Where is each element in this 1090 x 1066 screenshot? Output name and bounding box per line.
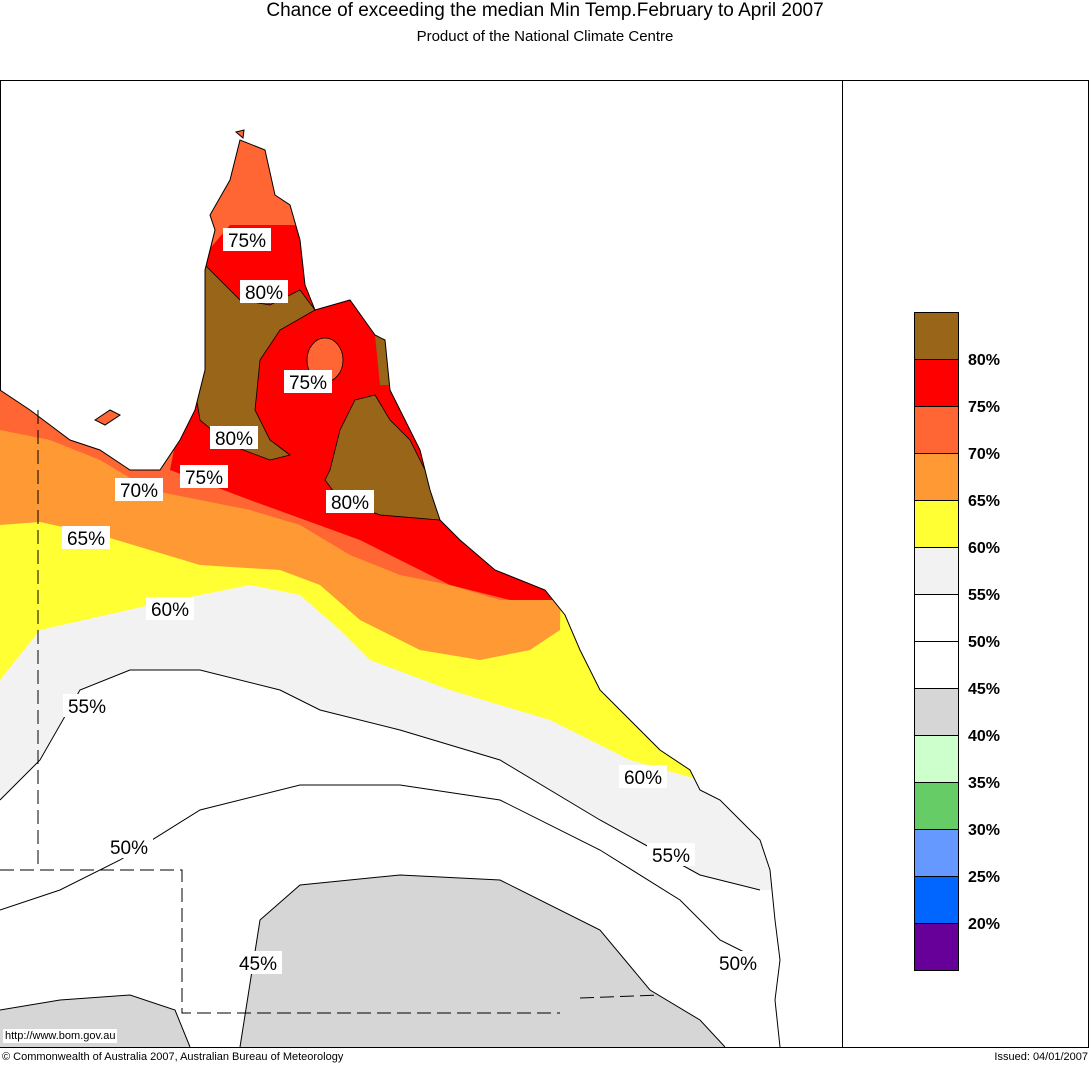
contour-label: 80% xyxy=(240,280,288,304)
contour-label: 50% xyxy=(714,951,762,975)
legend-label: 50% xyxy=(968,634,1000,651)
legend-swatch xyxy=(914,876,959,924)
contour-45 xyxy=(0,874,726,1047)
contour-label-text: 80% xyxy=(331,493,369,514)
region-80-c xyxy=(375,335,390,385)
legend-label: 75% xyxy=(968,399,1000,416)
island xyxy=(234,129,245,139)
island xyxy=(94,409,121,426)
contour-label-text: 50% xyxy=(110,838,148,859)
legend-swatch xyxy=(914,782,959,830)
legend-label: 30% xyxy=(968,822,1000,839)
contour-label: 55% xyxy=(63,694,111,718)
legend-label: 70% xyxy=(968,446,1000,463)
contour-label-text: 75% xyxy=(185,468,223,489)
legend: 80% 75% 70% 65% 60% 55% 50% 45% 40% 35% 30% 25% 20% xyxy=(914,312,1000,971)
contour-label: 75% xyxy=(284,370,332,394)
map-title: Chance of exceeding the median Min Temp.… xyxy=(266,0,824,21)
contour-label-text: 50% xyxy=(719,954,757,975)
contour-label-text: 75% xyxy=(289,373,327,394)
map-subtitle: Product of the National Climate Centre xyxy=(416,28,674,45)
contour-label: 65% xyxy=(62,526,110,550)
legend-label: 65% xyxy=(968,493,1000,510)
contour-label-text: 65% xyxy=(67,529,105,550)
legend-swatch xyxy=(914,688,959,736)
contour-label: 75% xyxy=(223,228,271,252)
contour-label: 70% xyxy=(115,478,163,502)
contour-label: 60% xyxy=(146,597,194,621)
legend-swatch xyxy=(914,735,959,783)
legend-swatch xyxy=(914,312,959,360)
legend-label: 40% xyxy=(968,728,1000,745)
contour-label: 75% xyxy=(180,465,228,489)
legend-label: 25% xyxy=(968,869,1000,886)
contour-labels: 75% 80% 75% 80% 75% 80% 70% 65% 60% 55% 50% 45% 60% 5… xyxy=(62,228,762,975)
contour-label-text: 60% xyxy=(624,768,662,789)
coastline xyxy=(0,139,781,1048)
source-url[interactable]: http://www.bom.gov.au xyxy=(3,1029,118,1043)
legend-swatch xyxy=(914,500,959,548)
contour-label-text: 55% xyxy=(68,697,106,718)
contour-label-text: 80% xyxy=(245,283,283,304)
contour-label: 45% xyxy=(234,951,282,975)
region-below-45 xyxy=(0,875,725,1047)
contour-label-text: 75% xyxy=(228,231,266,252)
legend-swatch xyxy=(914,594,959,642)
contour-label-text: 55% xyxy=(652,846,690,867)
contour-label: 55% xyxy=(647,843,695,867)
legend-swatch xyxy=(914,359,959,407)
contour-label-text: 70% xyxy=(120,481,158,502)
contour-label: 80% xyxy=(210,426,258,450)
legend-swatch xyxy=(914,453,959,501)
legend-label: 45% xyxy=(968,681,1000,698)
contour-label: 60% xyxy=(619,765,667,789)
issued-date: Issued: 04/01/2007 xyxy=(994,1051,1088,1063)
legend-label: 20% xyxy=(968,916,1000,933)
legend-swatch xyxy=(914,406,959,454)
legend-swatch xyxy=(914,923,959,971)
contour-label-text: 80% xyxy=(215,429,253,450)
contour-label: 80% xyxy=(326,490,374,514)
copyright-text: © Commonwealth of Australia 2007, Austra… xyxy=(2,1051,344,1063)
contour-label-text: 60% xyxy=(151,600,189,621)
legend-label: 35% xyxy=(968,775,1000,792)
legend-label: 55% xyxy=(968,587,1000,604)
legend-swatch xyxy=(914,547,959,595)
legend-swatch xyxy=(914,829,959,877)
contour-label-text: 45% xyxy=(239,954,277,975)
contour-label: 50% xyxy=(105,835,153,859)
legend-label: 60% xyxy=(968,540,1000,557)
legend-swatch xyxy=(914,641,959,689)
state-borders xyxy=(0,410,661,1014)
contour-50 xyxy=(0,784,761,961)
legend-label: 80% xyxy=(968,352,1000,369)
